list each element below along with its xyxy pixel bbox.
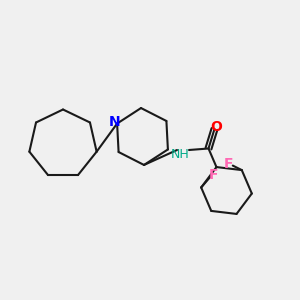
Text: N: N [108, 115, 120, 129]
Text: NH: NH [171, 148, 189, 161]
Text: F: F [224, 157, 233, 171]
Text: F: F [209, 168, 218, 182]
Text: O: O [210, 120, 222, 134]
